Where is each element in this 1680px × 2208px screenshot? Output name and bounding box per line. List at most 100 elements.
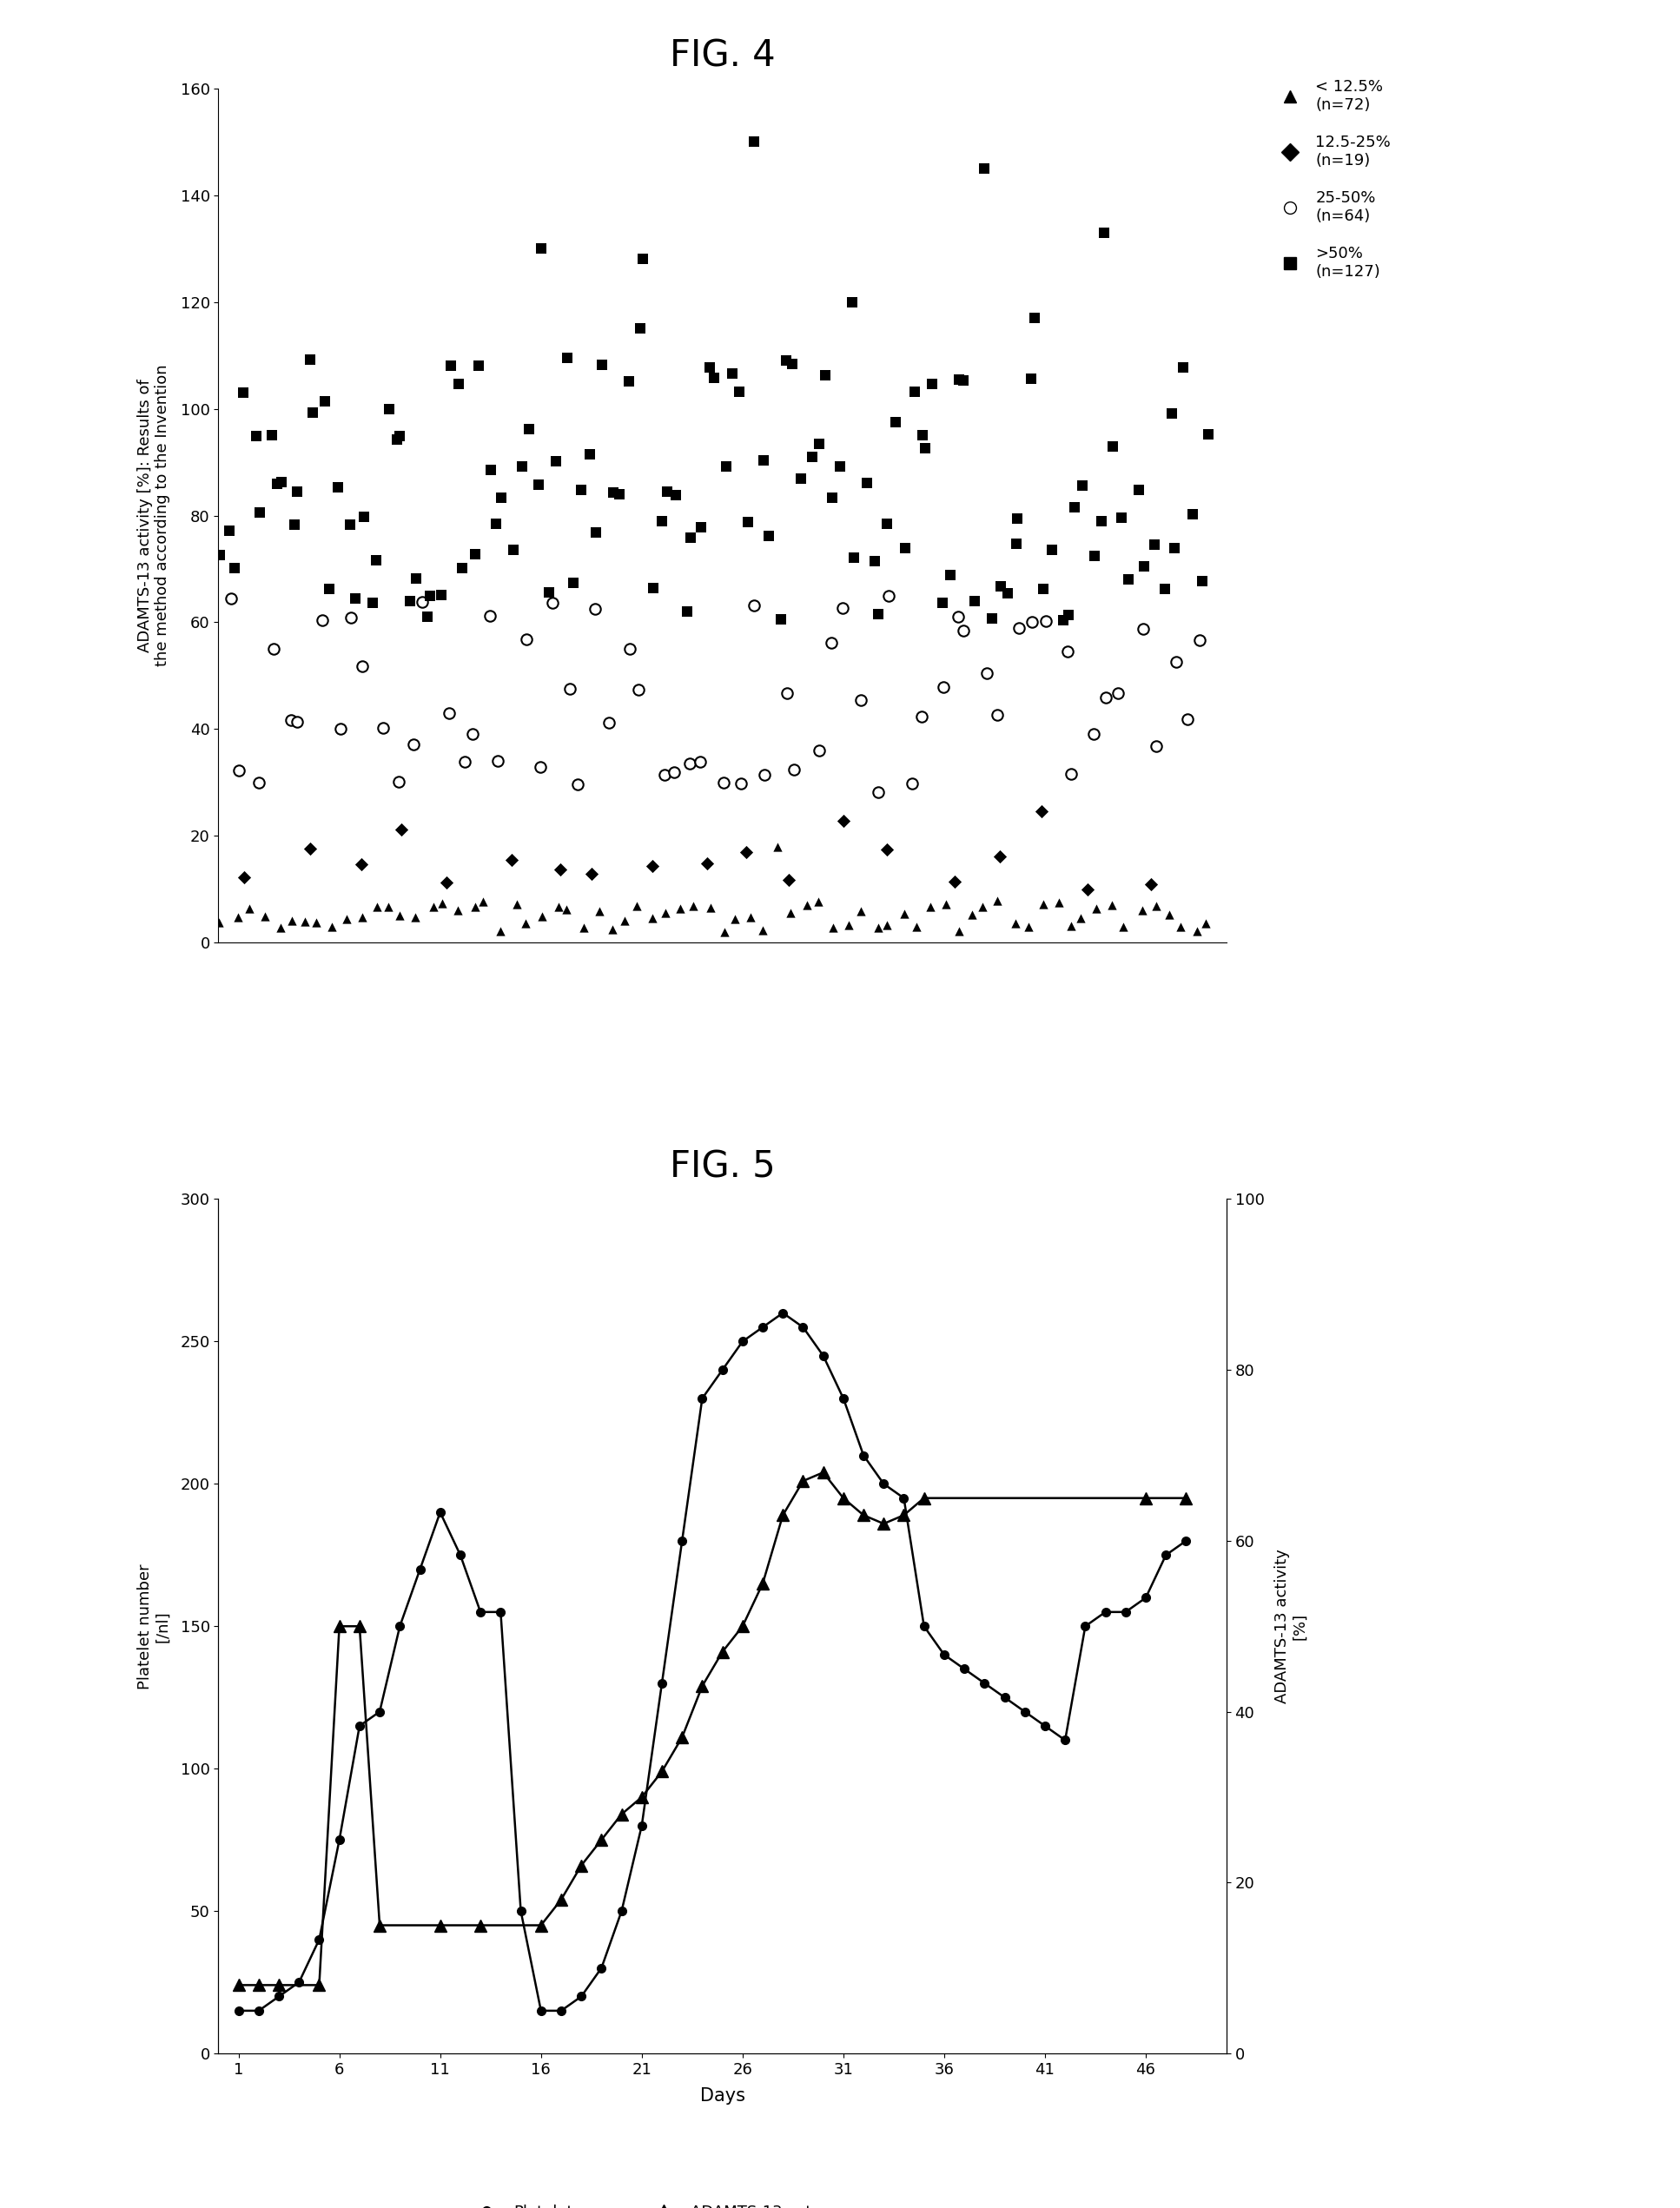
Point — [806, 426, 833, 461]
Point — [324, 470, 351, 506]
Point — [267, 464, 294, 499]
Point — [450, 744, 477, 779]
Point — [516, 411, 543, 446]
Point — [499, 841, 526, 877]
Point — [292, 903, 319, 938]
Point — [1142, 888, 1169, 923]
Point — [509, 448, 536, 484]
Point — [299, 395, 326, 431]
Point — [818, 479, 845, 514]
Point — [504, 885, 531, 921]
Point — [462, 890, 489, 925]
Point — [348, 848, 375, 883]
Point — [1030, 885, 1057, 921]
Point — [543, 444, 570, 479]
Point — [628, 241, 655, 276]
Point — [961, 583, 988, 618]
Point — [284, 704, 311, 740]
Point — [1038, 532, 1065, 567]
Point — [1174, 702, 1201, 737]
Point — [874, 907, 900, 943]
Point — [487, 914, 514, 949]
Point — [687, 744, 714, 779]
Point — [937, 556, 964, 592]
Point — [958, 896, 984, 932]
Point — [780, 753, 806, 788]
Point — [840, 541, 867, 576]
Point — [349, 901, 376, 936]
Point — [1194, 417, 1221, 453]
Point — [694, 846, 721, 881]
Point — [919, 367, 946, 402]
Point — [640, 570, 667, 605]
Point — [259, 417, 286, 453]
Point — [600, 475, 627, 510]
Point — [805, 733, 832, 768]
Point — [847, 894, 874, 930]
Point — [719, 355, 746, 391]
Point — [413, 598, 440, 634]
Point — [640, 901, 667, 936]
Point — [1067, 901, 1094, 936]
Point — [433, 866, 460, 901]
Point — [1116, 561, 1142, 596]
Point — [638, 848, 665, 883]
Point — [230, 859, 257, 894]
Point — [386, 417, 413, 453]
Point — [1131, 550, 1158, 585]
Point — [277, 702, 304, 737]
Point — [459, 718, 486, 753]
Point — [1110, 910, 1137, 945]
Point — [544, 890, 571, 925]
Point — [774, 676, 801, 711]
Point — [793, 888, 820, 923]
Point — [578, 857, 605, 892]
Point — [570, 910, 596, 945]
Point — [244, 420, 270, 455]
Point — [984, 698, 1011, 733]
Point — [588, 347, 615, 382]
Point — [1055, 596, 1082, 631]
Point — [297, 342, 324, 378]
Point — [230, 375, 257, 411]
Point — [1129, 892, 1156, 927]
Point — [1163, 645, 1189, 680]
Point — [245, 766, 272, 802]
Point — [420, 890, 447, 925]
Legend: Platelets, ADAMTS-13 act.: Platelets, ADAMTS-13 act. — [460, 2197, 823, 2208]
Point — [648, 503, 675, 539]
Title: FIG. 4: FIG. 4 — [670, 38, 774, 75]
Point — [348, 649, 375, 684]
Point — [1030, 572, 1057, 607]
Point — [773, 342, 800, 378]
Point — [741, 124, 768, 159]
Point — [526, 749, 553, 784]
X-axis label: Days: Days — [701, 2087, 744, 2104]
Point — [586, 894, 613, 930]
Point — [363, 543, 390, 578]
Point — [1159, 395, 1186, 431]
Point — [1161, 530, 1188, 565]
Point — [711, 914, 738, 949]
Point — [328, 711, 354, 746]
Point — [222, 550, 249, 585]
Point — [1104, 676, 1131, 711]
Point — [701, 360, 727, 395]
Point — [482, 506, 509, 541]
Point — [539, 585, 566, 620]
Point — [1188, 563, 1215, 598]
Point — [1003, 905, 1030, 941]
Point — [598, 912, 625, 947]
Point — [1068, 468, 1095, 503]
Point — [827, 448, 853, 484]
Point — [334, 901, 361, 936]
Point — [778, 894, 805, 930]
Point — [1055, 634, 1082, 669]
Point — [995, 576, 1021, 612]
Point — [734, 503, 761, 539]
Point — [205, 905, 232, 941]
Point — [818, 625, 845, 660]
Point — [949, 362, 976, 397]
Point — [986, 839, 1013, 874]
Point — [754, 519, 781, 554]
